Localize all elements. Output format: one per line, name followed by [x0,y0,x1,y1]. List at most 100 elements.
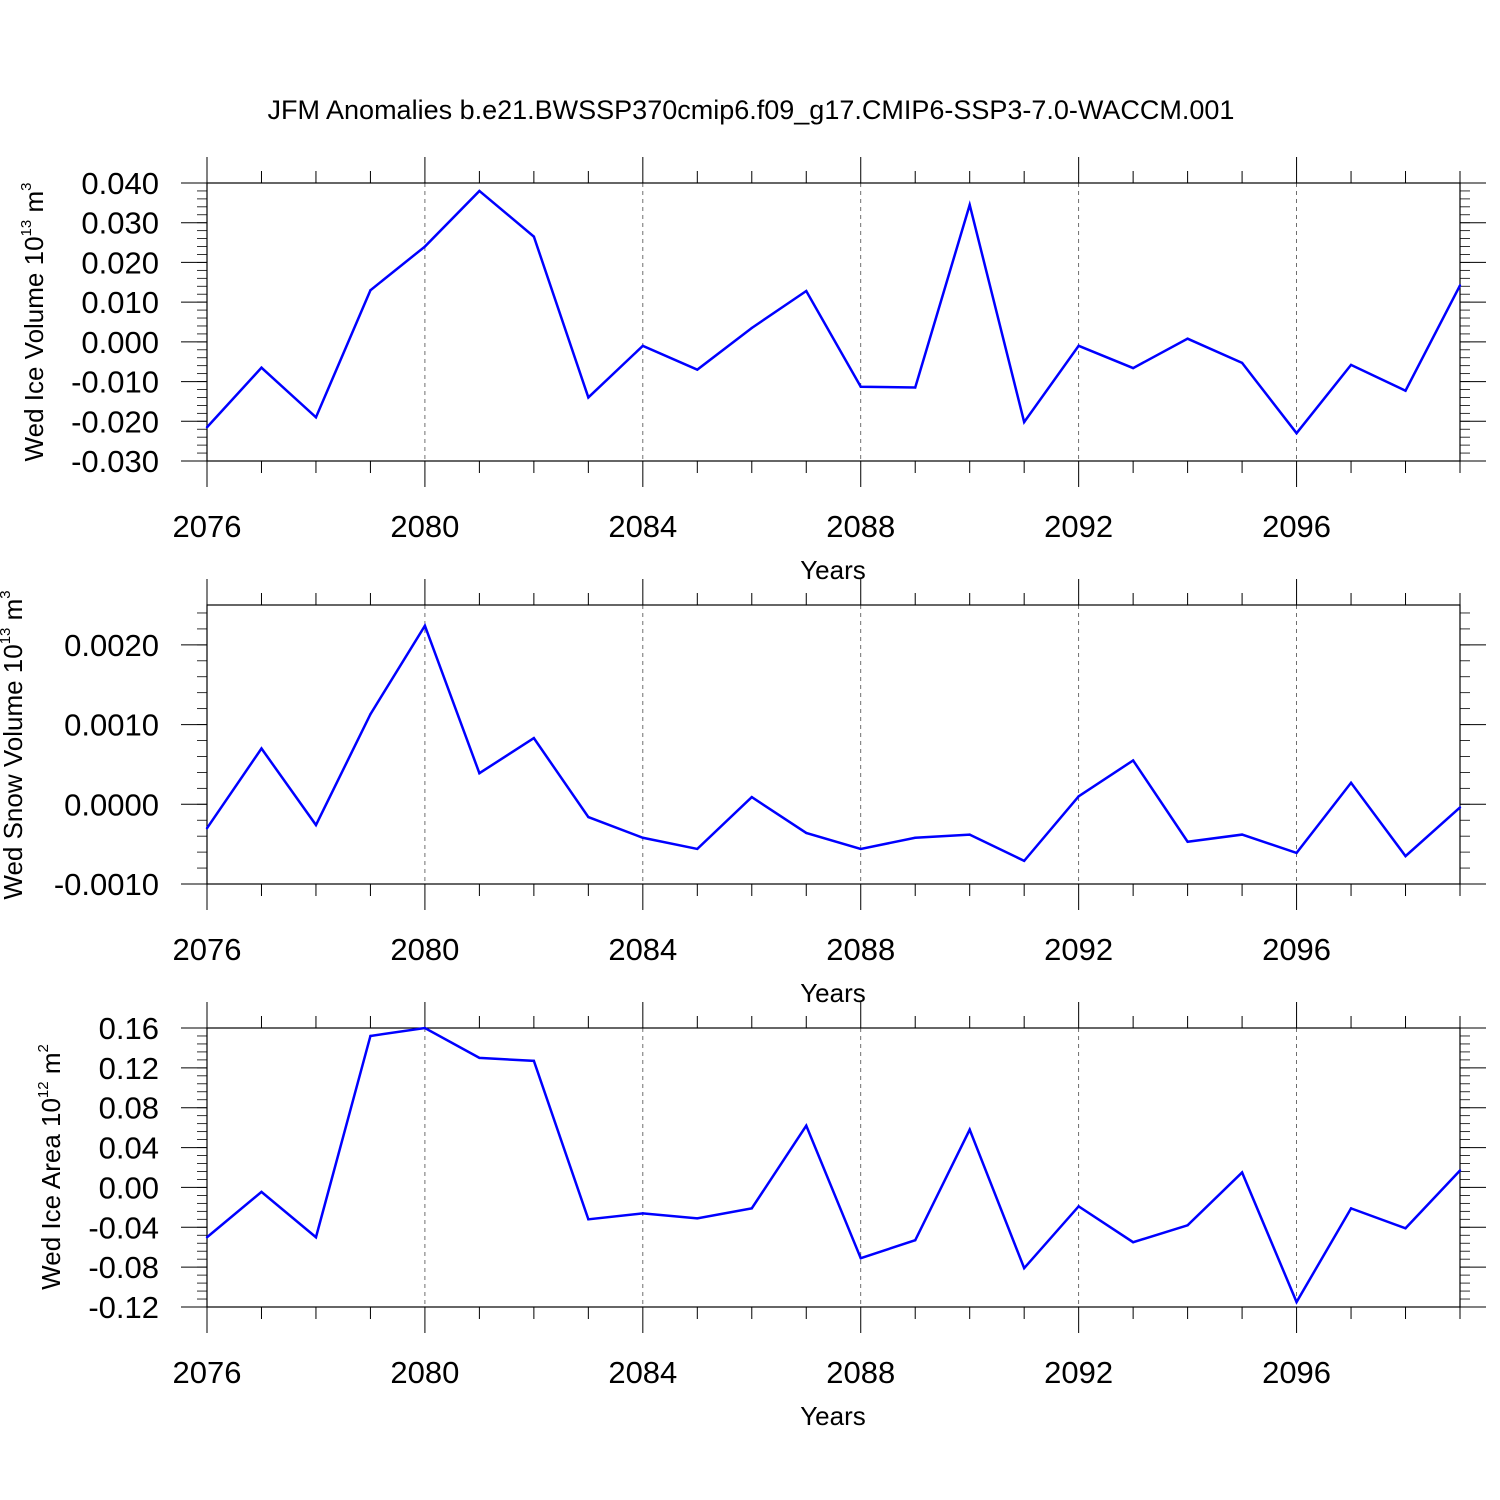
data-point [750,1207,753,1210]
data-point [1404,389,1407,392]
data-point [1349,781,1353,784]
series-line [205,622,1461,863]
y-axis-label-main: Wed Snow Volume 10 [0,644,28,899]
data-point [805,831,808,835]
data-point [859,847,862,851]
y-tick-label: -0.0010 [54,867,159,902]
chart-panel-1: -0.030 -0.020 -0.010 0.000 0.010 0.020 0.030 0.… [18,157,1486,585]
x-tick-label: 2088 [826,1355,895,1390]
data-point [423,1026,427,1030]
x-tick-label: 2096 [1262,932,1331,967]
data-point [1404,1227,1407,1230]
data-point [369,713,372,716]
data-point [260,747,263,750]
data-point [696,368,699,371]
x-axis-label: Years [800,1401,866,1431]
data-point [369,1034,372,1038]
data-point [1077,795,1080,798]
y-tick-label: 0.010 [81,285,159,320]
data-point [587,1218,590,1221]
data-point [205,426,209,429]
data-point [1404,854,1407,858]
data-point [314,1236,318,1239]
y-tick-label: 0.0000 [64,787,159,822]
data-point [478,189,481,193]
series-line [206,189,1462,436]
y-tick-label: 0.020 [81,245,159,280]
series-line [206,1026,1461,1305]
x-tick-label: 2092 [1044,1355,1113,1390]
x-tick-label: 2076 [173,1355,242,1390]
data-point [260,366,263,369]
data-point [805,289,808,293]
data-point [1022,420,1026,424]
y-axis-label-exponent: 13 [0,628,14,645]
x-axis-label: Years [800,978,866,1008]
y-axis-label-exponent: 13 [18,220,35,237]
data-point [423,245,427,248]
data-point [314,416,318,419]
data-point [1022,1266,1026,1270]
x-tick-label: 2084 [608,509,677,544]
figure-title: JFM Anomalies b.e21.BWSSP370cmip6.f09_g1… [268,95,1235,125]
x-tick-label: 2080 [390,509,459,544]
data-point [968,1128,971,1131]
y-axis-label: Wed Snow Volume 1013 m3 [0,590,28,899]
y-tick-label: 0.030 [81,206,159,241]
data-point [641,344,645,348]
x-tick-label: 2096 [1262,509,1331,544]
data-point [1458,806,1462,809]
x-tick-label: 2076 [173,509,242,544]
data-point [641,836,645,839]
data-point [532,1059,536,1063]
chart-panel-3: -0.12 -0.08 -0.04 0.00 0.04 0.08 0.12 0.16 2076 2… [35,1002,1486,1431]
data-point [1295,1300,1298,1304]
y-tick-label: 0.08 [99,1091,159,1126]
data-point [914,1239,917,1242]
plot-frame [206,604,1461,885]
x-tick-label: 2080 [390,932,459,967]
y-axis-label-unit-exponent: 2 [35,1044,52,1052]
y-tick-label: 0.0020 [64,628,159,663]
y-tick-label: 0.12 [99,1051,159,1086]
y-axis-label-main: Wed Ice Volume 10 [19,236,49,461]
y-axis-label-unit-exponent: 3 [18,183,35,191]
y-axis-label-unit: m [36,1053,66,1082]
data-point [1186,1224,1189,1227]
data-point [914,386,917,389]
data-point [314,823,318,827]
x-tick-label: 2092 [1044,932,1113,967]
data-point [1240,1171,1244,1174]
y-tick-label: 0.16 [99,1011,159,1046]
data-point [1349,363,1353,367]
x-tick-label: 2088 [826,932,895,967]
y-tick-label: -0.04 [88,1210,159,1245]
data-point [1295,851,1298,855]
data-point [587,815,590,819]
y-tick-label: -0.010 [71,365,159,400]
data-point [260,1190,263,1194]
y-axis-label-unit-exponent: 3 [0,590,14,598]
data-point [1240,361,1244,365]
y-tick-label: 0.00 [99,1170,159,1205]
data-point [478,771,481,775]
data-point [1131,366,1135,370]
plot-frame [206,182,1461,462]
data-point [532,736,536,740]
data-point [750,795,753,799]
data-point [1240,833,1244,836]
data-point [478,1056,481,1060]
data-point [1131,759,1135,762]
data-point [205,1236,209,1239]
data-point [205,827,209,830]
data-point [1077,1205,1080,1208]
data-point [587,396,590,399]
y-tick-label: -0.020 [71,404,159,439]
data-point [641,1212,645,1215]
x-tick-label: 2092 [1044,509,1113,544]
data-point [1077,344,1080,348]
data-point [750,326,753,330]
x-tick-label: 2076 [173,932,242,967]
x-tick-label: 2084 [608,1355,677,1390]
